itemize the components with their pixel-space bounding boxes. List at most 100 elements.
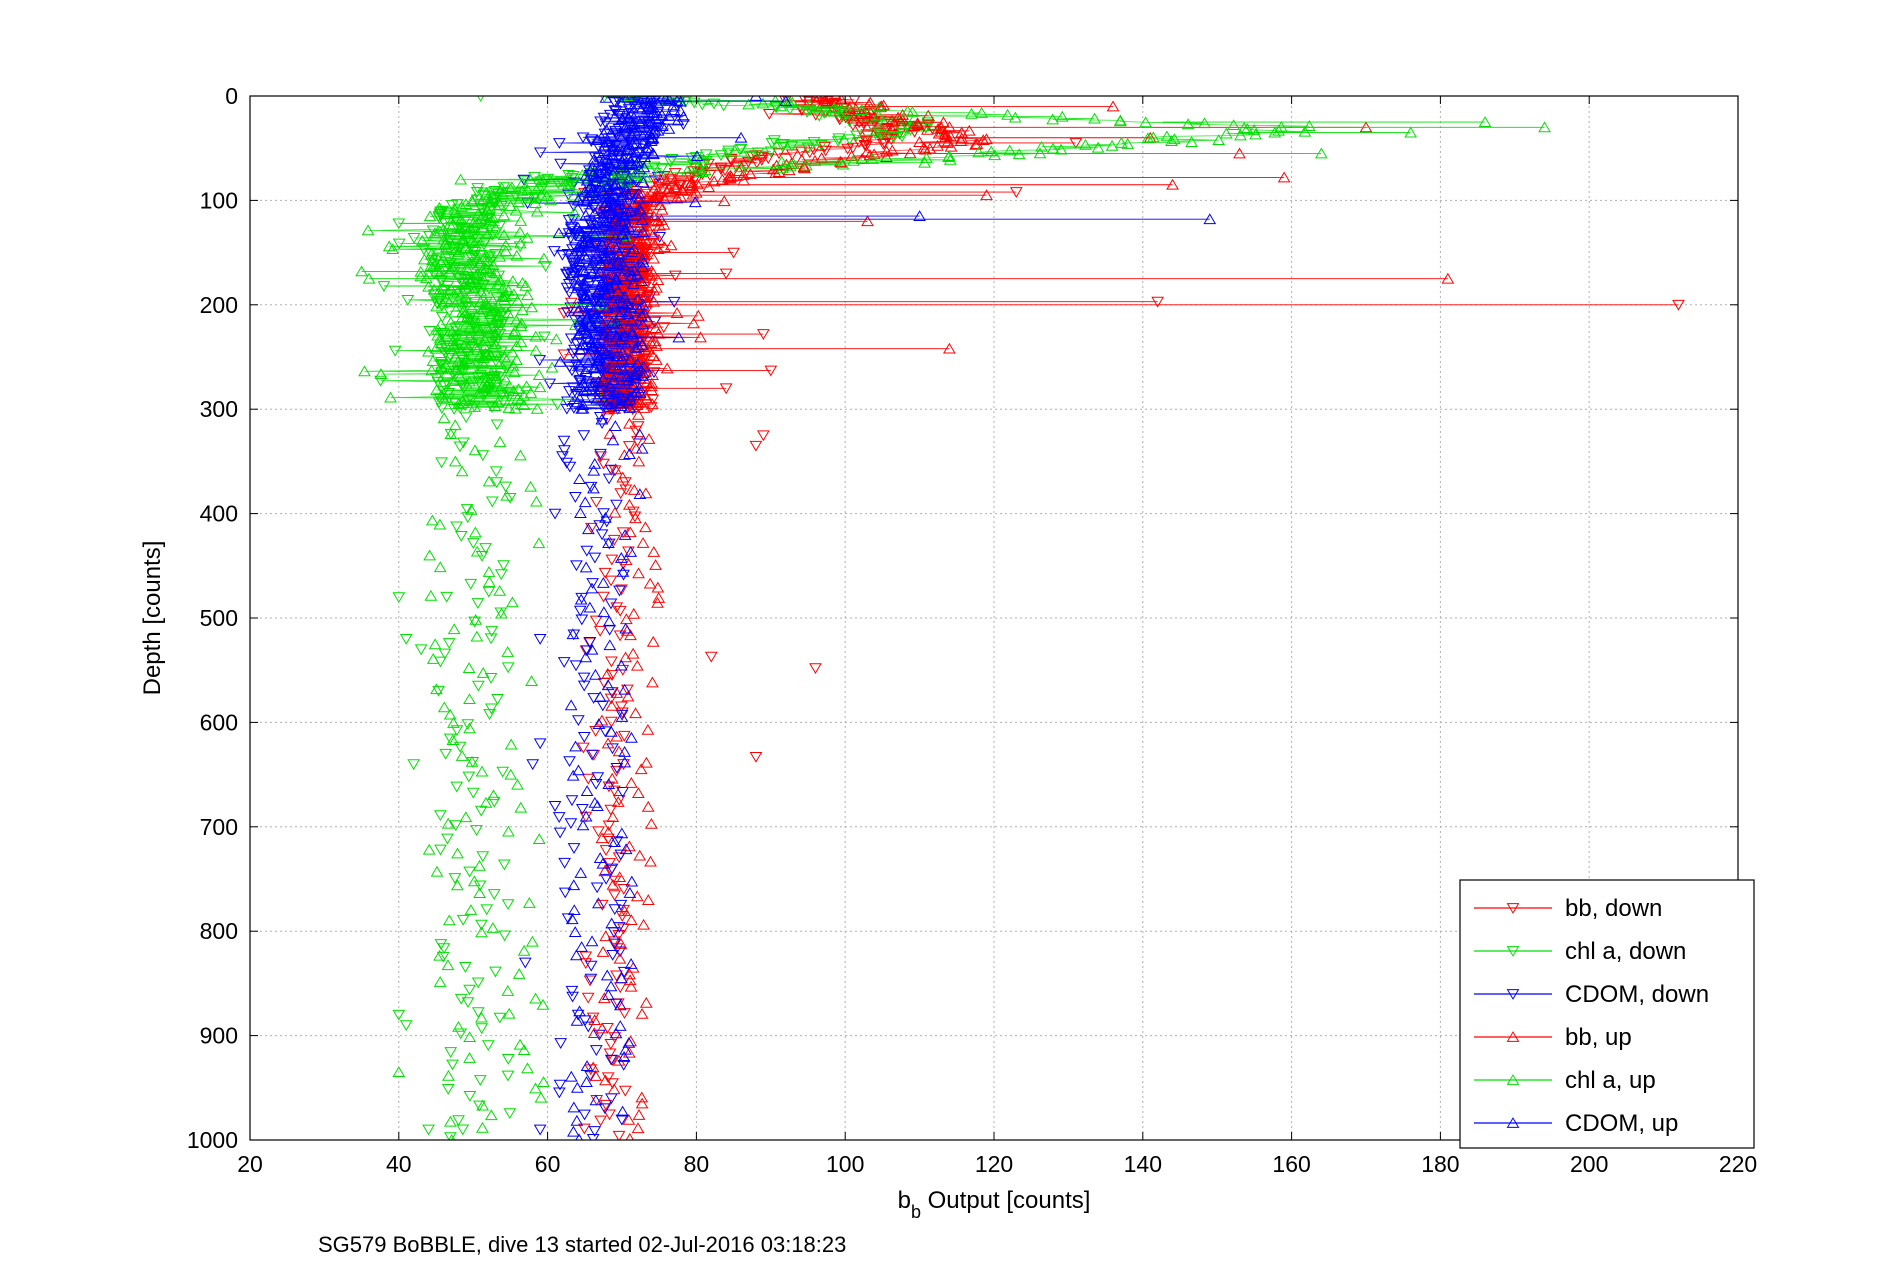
data-point bbox=[459, 353, 473, 364]
data-point-outlier bbox=[980, 189, 993, 201]
data-point bbox=[475, 1011, 488, 1023]
data-point bbox=[860, 146, 874, 158]
data-point bbox=[645, 116, 659, 128]
data-point bbox=[601, 737, 615, 749]
data-point bbox=[594, 393, 608, 405]
data-point-outlier bbox=[749, 440, 763, 452]
data-point bbox=[577, 680, 591, 692]
data-point bbox=[573, 1005, 586, 1017]
data-point bbox=[558, 445, 571, 457]
data-point bbox=[492, 278, 506, 290]
data-point bbox=[593, 691, 607, 702]
data-point bbox=[514, 320, 528, 332]
data-point bbox=[599, 930, 613, 942]
data-point-outlier bbox=[392, 1009, 406, 1021]
data-point bbox=[646, 101, 660, 113]
data-point bbox=[603, 427, 617, 439]
data-point bbox=[634, 763, 648, 775]
data-point bbox=[580, 195, 594, 207]
data-point bbox=[468, 276, 482, 287]
data-point bbox=[564, 699, 578, 711]
data-point bbox=[515, 184, 529, 196]
data-point bbox=[1272, 124, 1285, 136]
data-point-outlier bbox=[1166, 178, 1179, 190]
data-point bbox=[448, 207, 462, 219]
data-point bbox=[640, 236, 654, 248]
data-point bbox=[443, 708, 457, 720]
data-point bbox=[932, 127, 946, 139]
data-point bbox=[619, 622, 633, 634]
data-point bbox=[507, 288, 521, 300]
data-point bbox=[613, 585, 626, 597]
data-point bbox=[610, 330, 623, 342]
data-point bbox=[893, 128, 906, 140]
data-point bbox=[623, 448, 636, 460]
data-point bbox=[575, 1133, 583, 1140]
data-point bbox=[496, 766, 510, 778]
data-point bbox=[604, 260, 618, 271]
data-point bbox=[504, 183, 518, 194]
y-tick-label: 500 bbox=[200, 605, 238, 631]
data-point bbox=[607, 785, 621, 797]
data-point bbox=[447, 717, 460, 728]
data-point bbox=[471, 1007, 485, 1019]
data-point bbox=[589, 496, 603, 508]
data-point bbox=[535, 184, 549, 195]
data-point bbox=[584, 960, 598, 972]
data-point-outlier bbox=[764, 365, 778, 377]
data-point bbox=[560, 457, 574, 469]
data-point bbox=[590, 295, 604, 307]
data-point bbox=[614, 215, 628, 226]
data-point bbox=[485, 703, 498, 715]
data-point bbox=[512, 196, 525, 208]
data-point bbox=[637, 918, 651, 930]
data-point bbox=[885, 144, 899, 156]
data-point bbox=[615, 1114, 629, 1126]
data-point bbox=[615, 711, 629, 722]
data-point bbox=[645, 384, 658, 395]
data-point bbox=[652, 591, 666, 603]
data-point bbox=[565, 795, 579, 807]
data-point bbox=[517, 1044, 531, 1056]
data-point bbox=[440, 293, 454, 304]
data-point bbox=[702, 181, 716, 193]
data-point bbox=[611, 363, 624, 375]
data-point bbox=[596, 212, 609, 224]
data-point bbox=[430, 300, 443, 312]
data-point bbox=[935, 125, 949, 137]
data-point bbox=[454, 173, 468, 185]
data-point bbox=[588, 1014, 602, 1026]
data-point bbox=[462, 771, 476, 783]
data-point bbox=[558, 887, 572, 899]
data-point bbox=[597, 139, 611, 151]
data-point bbox=[988, 149, 1002, 161]
data-point bbox=[471, 321, 485, 333]
data-point bbox=[530, 205, 544, 217]
data-point bbox=[594, 451, 608, 463]
data-point bbox=[611, 796, 625, 807]
data-point bbox=[499, 481, 513, 493]
data-point bbox=[575, 941, 588, 952]
data-point bbox=[447, 403, 461, 415]
data-point bbox=[596, 239, 609, 251]
data-point bbox=[431, 324, 445, 335]
data-point bbox=[480, 299, 493, 311]
data-point bbox=[640, 142, 654, 154]
data-point bbox=[931, 139, 944, 151]
data-point bbox=[602, 200, 615, 212]
data-point bbox=[1105, 139, 1119, 151]
data-point bbox=[589, 668, 602, 680]
data-point bbox=[600, 288, 613, 300]
legend-label: bb, up bbox=[1565, 1024, 1632, 1051]
data-point bbox=[843, 134, 856, 146]
data-point bbox=[602, 136, 616, 147]
data-point bbox=[473, 1100, 486, 1112]
data-point bbox=[841, 143, 855, 155]
data-point bbox=[433, 949, 446, 961]
data-point bbox=[525, 301, 539, 313]
data-point bbox=[609, 300, 622, 312]
data-point bbox=[617, 730, 631, 742]
data-point bbox=[606, 878, 620, 890]
data-point bbox=[423, 549, 437, 561]
data-point-outlier bbox=[1009, 187, 1023, 198]
